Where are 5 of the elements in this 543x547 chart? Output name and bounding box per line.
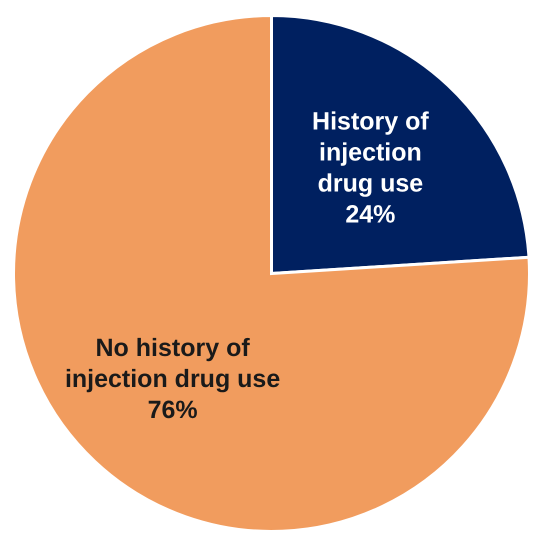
- pie-slice: [12, 14, 530, 533]
- data-label: 76%: [148, 396, 198, 424]
- slice-label: History of injection drug use: [312, 108, 430, 198]
- data-label: 24%: [345, 200, 396, 229]
- slice-label: No history of injection drug use: [64, 334, 280, 393]
